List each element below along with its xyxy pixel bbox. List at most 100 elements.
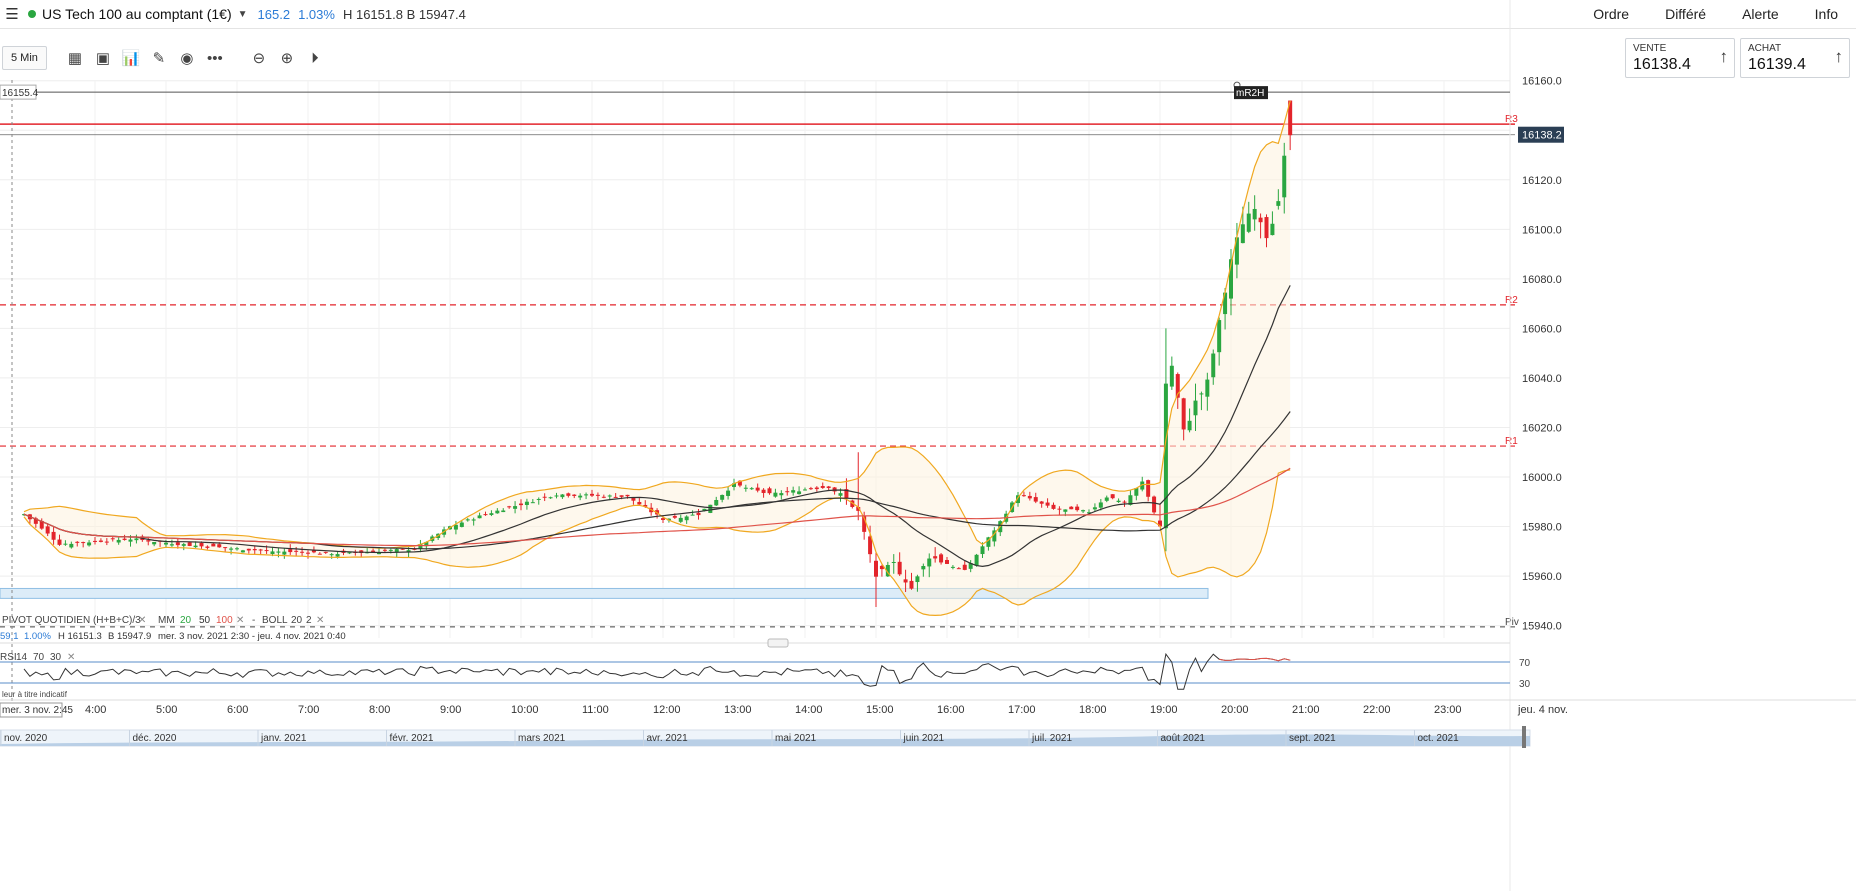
candle-body xyxy=(595,494,600,496)
navigator-area xyxy=(0,734,1530,746)
candle-body xyxy=(1051,504,1056,509)
pivot-legend[interactable]: PIVOT QUOTIDIEN (H+B+C)/3 ✕ xyxy=(2,615,146,626)
candle-body xyxy=(193,545,198,548)
candle-body xyxy=(779,493,784,496)
boll-legend[interactable]: - BOLL 20 2 ✕ xyxy=(252,615,324,626)
candle-body xyxy=(980,546,985,555)
candle-body xyxy=(1104,497,1109,501)
candle-body xyxy=(152,542,157,545)
ma-20-line xyxy=(23,285,1291,568)
candle-body xyxy=(507,506,512,508)
navigator-handle[interactable] xyxy=(1522,726,1526,748)
candle-body xyxy=(868,536,873,555)
candle-body xyxy=(578,495,583,498)
candle-body xyxy=(69,543,74,548)
candle-body xyxy=(1092,507,1097,510)
pivot-label: R2 xyxy=(1505,295,1518,306)
navigator-label: oct. 2021 xyxy=(1418,733,1460,744)
navigator-label: mai 2021 xyxy=(775,733,817,744)
svg-text:mer. 3 nov. 2:45: mer. 3 nov. 2:45 xyxy=(2,705,73,716)
candle-body xyxy=(962,564,967,570)
candle-body xyxy=(726,490,731,496)
play-forward-icon[interactable]: ⏵ xyxy=(311,49,319,67)
resize-handle-icon[interactable] xyxy=(767,638,789,648)
candle-body xyxy=(702,508,707,511)
svg-text:BOLL: BOLL xyxy=(262,615,288,626)
candle-body xyxy=(45,526,50,534)
candle-body xyxy=(536,498,541,500)
rsi-line xyxy=(23,652,1291,690)
sell-quote-button[interactable]: VENTE 16138.4 ↑ xyxy=(1625,38,1735,78)
rsi-legend[interactable]: RSI 14 70 30 ✕ xyxy=(0,652,75,663)
candle-body xyxy=(1140,481,1145,490)
candle-body xyxy=(146,540,151,542)
candle-body xyxy=(891,561,896,563)
candle-body xyxy=(601,496,606,498)
candle-body xyxy=(1098,502,1103,508)
top-nav: Ordre Différé Alerte Info xyxy=(1575,0,1856,28)
candle-body xyxy=(619,495,624,497)
zoom-out-icon[interactable]: ⊖ xyxy=(252,50,266,67)
candle-body xyxy=(489,513,494,515)
candle-body xyxy=(767,488,772,494)
candle-body xyxy=(1027,495,1032,499)
ma-legend[interactable]: MM 20 50 100 ✕ xyxy=(158,615,244,626)
nav-info[interactable]: Info xyxy=(1814,6,1838,22)
x-tick-label: 17:00 xyxy=(1008,704,1036,716)
candle-body xyxy=(1146,480,1151,497)
candle-body xyxy=(181,544,186,546)
candle-body xyxy=(513,506,518,509)
candle-body xyxy=(631,497,636,501)
pencil-icon[interactable]: ✎ xyxy=(152,50,166,67)
candle-body xyxy=(844,489,849,499)
candle-body xyxy=(252,549,257,551)
y-tick-label: 15980.0 xyxy=(1522,522,1562,534)
candle-body xyxy=(205,546,210,548)
x-axis: 4:00 5:00 6:00 7:00 8:00 9:00 10:00 11:00 12:00 1… xyxy=(85,704,1568,716)
calculator-icon[interactable]: ▦ xyxy=(67,50,82,67)
navigator-label: déc. 2020 xyxy=(133,733,177,744)
candle-body xyxy=(122,538,127,540)
nav-differe[interactable]: Différé xyxy=(1665,6,1707,22)
candle-body xyxy=(530,502,535,504)
nav-ordre[interactable]: Ordre xyxy=(1593,6,1630,22)
buy-label: ACHAT xyxy=(1748,43,1782,54)
candle-body xyxy=(1276,201,1281,206)
buy-quote-button[interactable]: ACHAT 16139.4 ↑ xyxy=(1740,38,1850,78)
instrument-title[interactable]: US Tech 100 au comptant (1€) xyxy=(42,6,232,22)
zoom-in-icon[interactable]: ⊕ xyxy=(280,50,294,67)
candle-body xyxy=(1199,393,1204,395)
svg-text:14: 14 xyxy=(16,652,28,663)
indicators-icon[interactable]: 📊 xyxy=(121,50,141,67)
menu-icon[interactable]: ☰ xyxy=(5,6,19,23)
eye-icon[interactable]: ◉ xyxy=(180,50,194,67)
candle-body xyxy=(743,487,748,489)
candle-body xyxy=(311,549,316,553)
candle-body xyxy=(1158,520,1162,527)
chevron-down-icon[interactable]: ▼ xyxy=(237,8,248,20)
more-icon[interactable]: ••• xyxy=(207,49,223,67)
navigator-label: juin 2021 xyxy=(903,733,945,744)
candle-body xyxy=(471,519,476,521)
y-tick-label: 16100.0 xyxy=(1522,224,1562,236)
candle-body xyxy=(501,510,506,513)
support-zone xyxy=(0,587,1209,599)
candle-body xyxy=(187,542,192,546)
sell-arrow-icon: ↑ xyxy=(1719,47,1729,66)
svg-text:30: 30 xyxy=(50,652,62,663)
candle-body xyxy=(773,492,778,497)
candle-body xyxy=(1057,508,1062,510)
candle-body xyxy=(288,549,293,553)
candle-body xyxy=(51,531,56,540)
candle-body xyxy=(282,551,287,555)
calendar-icon[interactable]: ▣ xyxy=(95,50,110,67)
candle-body xyxy=(477,515,482,519)
timeframe-button[interactable]: 5 Min xyxy=(2,46,47,70)
bollinger-lower xyxy=(23,469,1291,617)
candle-body xyxy=(956,568,961,570)
candle-body xyxy=(1217,320,1222,353)
nav-alerte[interactable]: Alerte xyxy=(1742,6,1779,22)
candle-body xyxy=(1223,292,1228,315)
candle-body xyxy=(524,501,529,505)
